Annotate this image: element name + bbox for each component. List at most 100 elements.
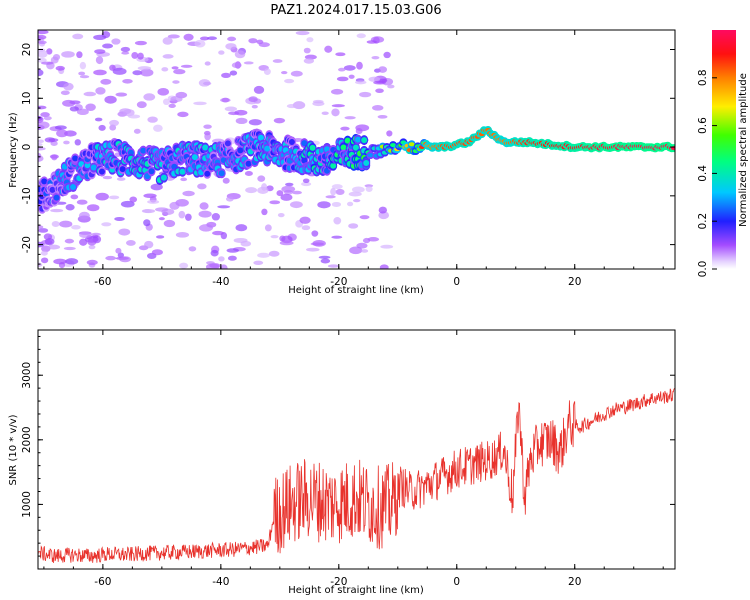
spectrogram-noise-blob: [143, 219, 151, 227]
spectrogram-noise-blob: [50, 140, 58, 146]
spectrogram-noise-blob: [280, 193, 293, 201]
spectrogram-noise-blob: [306, 247, 320, 252]
spectrogram-noise-blob: [153, 124, 163, 132]
spectrogram-noise-blob: [248, 119, 262, 126]
spectrogram-noise-blob: [142, 209, 152, 213]
spectrogram-noise-blob: [112, 67, 127, 75]
spectrogram-noise-blob: [40, 250, 48, 256]
colorbar-label: Normalized spectral amplitude: [738, 73, 749, 227]
snr-x-axis-label: Height of straight line (km): [288, 585, 424, 596]
spectrogram-ridge-core: [160, 174, 167, 181]
spectrogram-noise-blob: [257, 175, 266, 182]
spectrogram-x-tick-label: 0: [453, 276, 460, 288]
spectrogram-noise-blob: [105, 255, 117, 261]
spectrogram-noise-blob: [227, 36, 237, 42]
spectrogram-noise-blob: [156, 235, 165, 239]
spectrogram-ridge-core: [344, 137, 351, 144]
spectrogram-noise-blob: [140, 68, 154, 77]
spectrogram-noise-blob: [38, 50, 48, 58]
spectrogram-ridge-core: [363, 159, 370, 166]
spectrogram-noise-blob: [38, 30, 49, 35]
snr-x-tick-label: -60: [94, 576, 111, 588]
spectrogram-noise-blob: [312, 101, 325, 107]
spectrogram-noise-blob: [44, 238, 55, 246]
spectrogram-noise-blob: [276, 190, 284, 197]
spectrogram-noise-blob: [71, 225, 81, 230]
spectrogram-ridge-core: [352, 144, 359, 151]
spectrogram-noise-blob: [330, 88, 344, 95]
spectrogram-noise-blob: [387, 84, 395, 89]
spectrogram-panel: -60 -40 -20 0 20 -20 -10 0 10 20 Height of strai…: [8, 29, 676, 296]
spectrogram-noise-blob: [331, 108, 340, 117]
spectrogram-noise-blob: [311, 230, 319, 237]
spectrogram-ridge-core: [140, 147, 147, 154]
spectrogram-frame: [37, 29, 676, 270]
spectrogram-noise-blob: [43, 116, 52, 121]
spectrogram-ridge-core: [257, 134, 264, 141]
colorbar-tick-label: 0.6: [697, 117, 709, 134]
spectrogram-noise-blob: [331, 104, 345, 108]
spectrogram-noise-blob: [258, 42, 270, 48]
spectrogram-noise-blob: [38, 225, 44, 229]
spectrogram-noise-blob: [41, 61, 54, 65]
spectrogram-noise-blob: [87, 238, 97, 246]
spectrogram-noise-blob: [344, 116, 356, 120]
spectrogram-noise-blob: [61, 51, 75, 58]
spectrogram-noise-blob: [91, 232, 101, 236]
spectrogram-noise-blob: [373, 80, 386, 85]
spectrogram-noise-blob: [56, 129, 68, 138]
spectrogram-noise-blob: [362, 237, 371, 244]
spectrogram-noise-blob: [162, 54, 174, 59]
spectrogram-noise-blob: [128, 114, 141, 119]
spectrogram-noise-blob: [121, 51, 130, 55]
spectrogram-noise-blob: [279, 235, 286, 242]
spectrogram-ridge-core: [70, 184, 77, 191]
snr-y-axis-label: SNR (10 * v/v): [8, 414, 19, 485]
spectrogram-noise-blob: [302, 178, 310, 183]
spectrogram-noise-blob: [212, 230, 224, 236]
spectrogram-noise-blob: [383, 51, 391, 59]
spectrogram-noise-blob: [38, 228, 49, 233]
spectrogram-noise-blob: [355, 128, 363, 135]
spectrogram-noise-blob: [134, 40, 147, 46]
spectrogram-noise-blob: [366, 40, 377, 44]
spectrogram-noise-blob: [151, 249, 163, 256]
colorbar-tick-label: 0.2: [697, 213, 709, 230]
spectrogram-noise-blob: [162, 37, 173, 45]
spectrogram-noise-blob: [211, 213, 220, 221]
spectrogram-noise-blob: [264, 224, 272, 232]
colorbar-tick-label: 0.0: [697, 261, 709, 278]
spectrogram-noise-blob: [76, 199, 88, 205]
spectrogram-noise-blob: [301, 181, 312, 187]
spectrogram-noise-blob: [272, 59, 283, 63]
spectrogram-noise-blob: [76, 108, 89, 116]
spectrogram-noise-blob: [240, 240, 252, 247]
spectrogram-noise-blob: [102, 43, 114, 49]
snr-y-ticks: 1000 2000 3000: [21, 335, 675, 570]
colorbar-scale: [712, 30, 736, 269]
spectrogram-noise-blob: [235, 117, 248, 124]
spectrogram-noise-blob: [270, 235, 279, 239]
spectrogram-noise-blob: [38, 121, 50, 129]
snr-series-line: [38, 388, 675, 564]
spectrogram-noise-blob: [221, 72, 231, 79]
spectrogram-noise-blob: [375, 88, 384, 94]
spectrogram-ridge-core: [53, 194, 60, 201]
spectrogram-ridge-core: [264, 145, 271, 152]
spectrogram-noise-blob: [318, 255, 331, 259]
snr-y-tick-label: 2000: [21, 426, 33, 453]
colorbar: 0.0 0.2 0.4 0.6 0.8 Normalized spectral ampl…: [697, 30, 749, 277]
spectrogram-ridge-core: [288, 139, 295, 146]
spectrogram-ridge-core: [90, 164, 97, 171]
spectrogram-noise-blob: [78, 71, 86, 76]
snr-y-tick-label: 3000: [21, 362, 33, 389]
spectrogram-noise-blob: [173, 69, 186, 75]
spectrogram-noise-blob: [303, 57, 315, 64]
spectrogram-noise-blob: [40, 112, 50, 118]
spectrogram-noise-blob: [98, 124, 106, 131]
spectrogram-noise-blob: [263, 68, 271, 75]
spectrogram-noise-blob: [137, 52, 144, 60]
spectrogram-noise-blob: [60, 90, 70, 96]
spectrogram-noise-blob: [126, 239, 136, 246]
spectrogram-ridge-core: [119, 166, 126, 173]
